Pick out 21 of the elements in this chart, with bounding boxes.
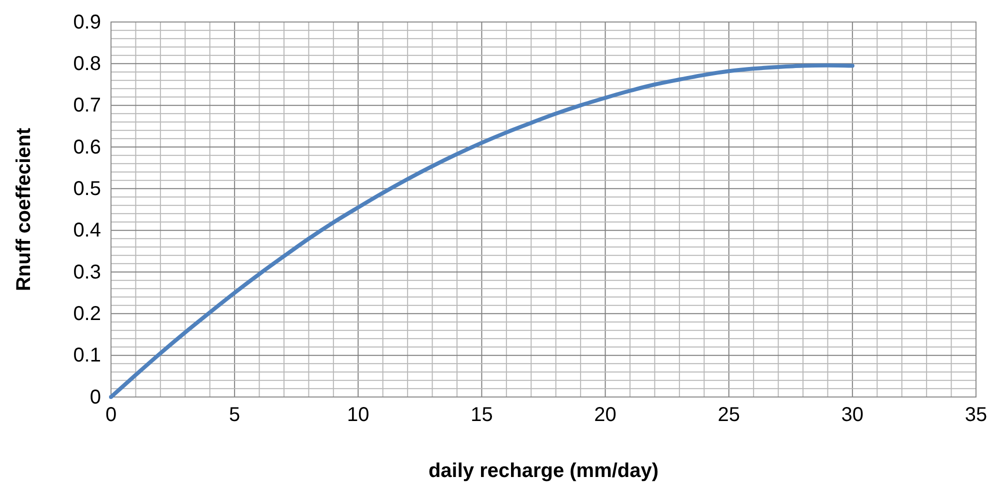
y-tick-label: 0 [90, 386, 101, 408]
y-tick-label: 0.1 [73, 344, 101, 367]
x-tick-label: 20 [594, 404, 616, 426]
y-tick-label: 0.6 [73, 136, 101, 158]
y-tick-label: 0.8 [73, 53, 101, 76]
x-tick-label: 10 [347, 404, 370, 426]
x-tick-label: 30 [841, 404, 864, 426]
x-tick-label: 35 [964, 404, 988, 426]
line-series [109, 63, 854, 399]
y-tick-label: 0.2 [73, 303, 101, 326]
y-tick-label: 0.5 [73, 178, 101, 200]
x-tick-label: 5 [229, 404, 240, 426]
x-tick-label: 25 [718, 404, 740, 426]
x-axis-title: daily recharge (mm/day) [428, 460, 659, 482]
y-axis-title: Rnuff coeffecient [13, 127, 35, 292]
y-tick-label: 0.4 [73, 220, 101, 242]
y-tick-label: 0.3 [73, 261, 101, 284]
x-tick-label: 15 [470, 404, 493, 426]
y-tick-label: 0.7 [73, 94, 101, 117]
y-tick-label: 0.9 [73, 11, 101, 34]
x-tick-label: 0 [105, 404, 117, 426]
